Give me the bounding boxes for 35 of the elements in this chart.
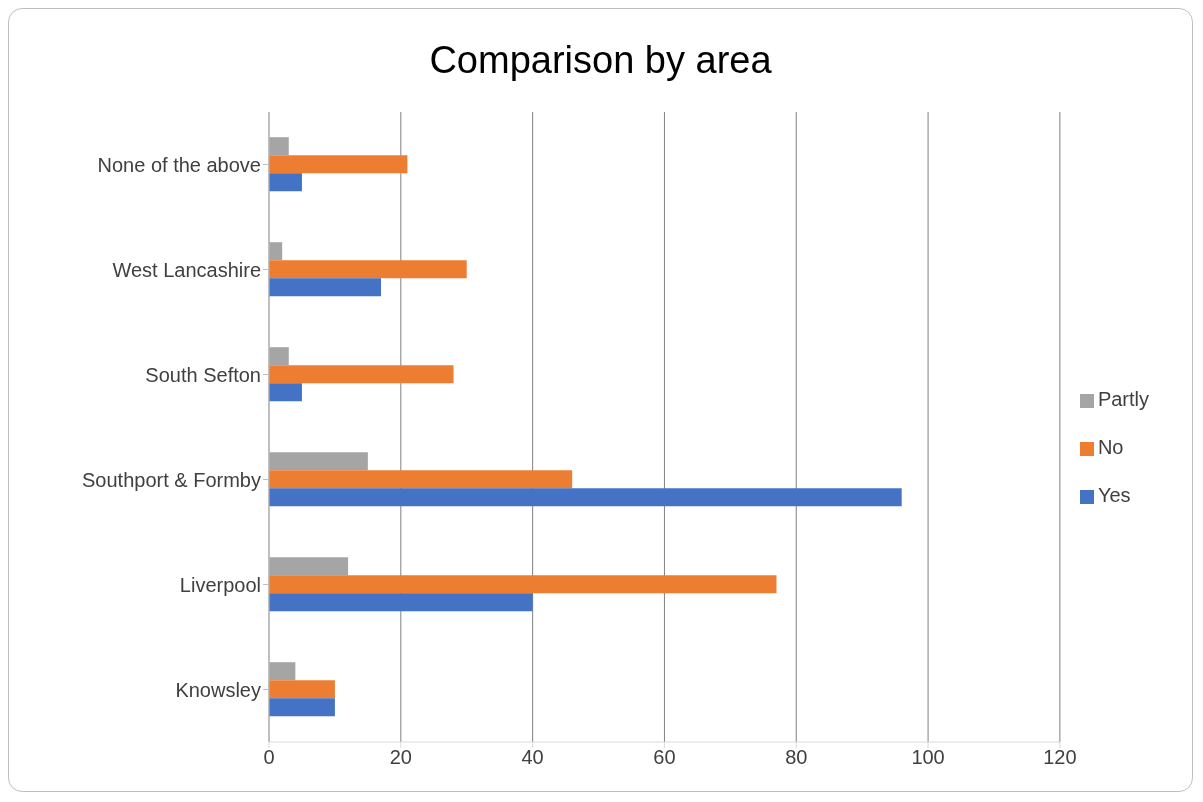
legend-label: Yes	[1097, 484, 1131, 506]
x-tick-label: 0	[263, 746, 275, 769]
bar	[269, 680, 335, 699]
legend-label: No	[1097, 436, 1124, 458]
bar	[269, 242, 283, 261]
x-tick-label: 100	[911, 746, 945, 769]
bar	[269, 662, 296, 681]
x-tick-label: 40	[521, 746, 544, 769]
bar	[269, 698, 335, 717]
y-tick-label: Southport & Formby	[82, 468, 261, 491]
y-tick-label: South Sefton	[145, 363, 261, 386]
x-tick-label: 20	[389, 746, 412, 769]
bar	[269, 557, 349, 576]
y-tick-label: West Lancashire	[112, 258, 261, 281]
bar	[269, 137, 289, 156]
bar	[269, 383, 302, 402]
x-tick-label: 120	[1043, 746, 1077, 769]
y-tick-label: None of the above	[97, 153, 261, 176]
x-tick-label: 60	[653, 746, 676, 769]
bar	[269, 173, 302, 192]
bar	[269, 155, 408, 174]
bar	[269, 260, 467, 279]
y-tick-label: Knowsley	[175, 678, 261, 701]
bar	[269, 452, 368, 471]
bar	[269, 575, 777, 594]
y-tick-label: Liverpool	[179, 573, 261, 596]
bar	[269, 488, 902, 507]
bar	[269, 278, 382, 297]
bar	[269, 470, 573, 489]
chart-title: Comparison by area	[428, 39, 773, 82]
bar	[269, 347, 289, 366]
bar	[269, 593, 533, 612]
x-tick-label: 80	[785, 746, 808, 769]
bar	[269, 365, 454, 384]
legend-label: Partly	[1097, 388, 1149, 410]
